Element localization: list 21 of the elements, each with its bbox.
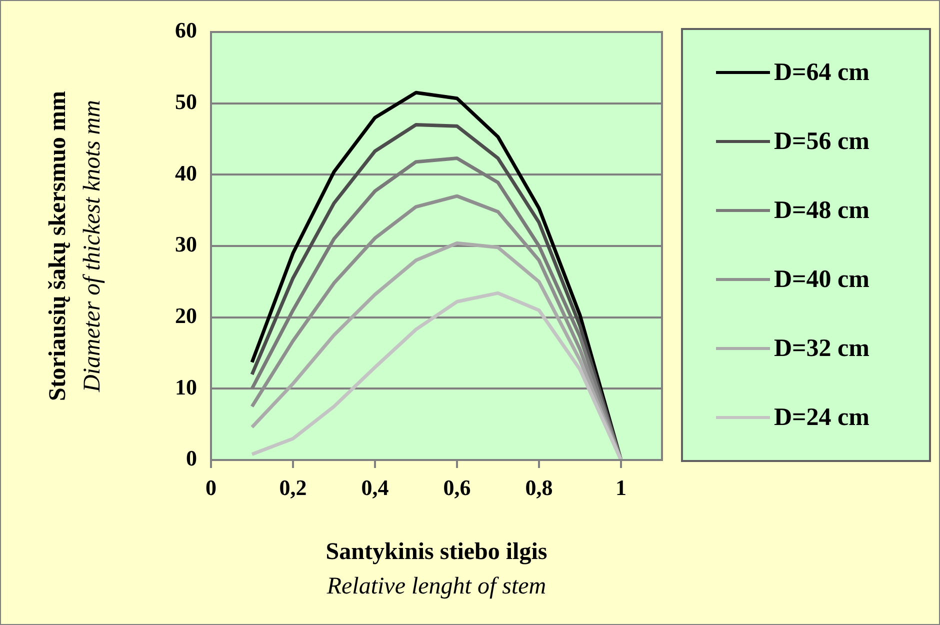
- x-tick-label: 0,8: [525, 474, 553, 500]
- y-tick-label: 40: [175, 160, 197, 186]
- x-tick-label: 0,6: [443, 474, 471, 500]
- y-tick-label: 50: [175, 89, 197, 114]
- legend-label: D=40 cm: [774, 266, 870, 294]
- x-tick-label: 1: [616, 474, 626, 500]
- y-tick-label: 0: [186, 446, 197, 471]
- legend-label: D=48 cm: [774, 196, 870, 224]
- x-tick-label: 0,2: [279, 474, 307, 500]
- legend-label: D=24 cm: [774, 404, 870, 432]
- x-tick-label: 0: [206, 474, 216, 500]
- x-axis-title: Santykinis stiebo ilgis Relative lenght of stem: [326, 539, 548, 600]
- legend-label: D=56 cm: [774, 128, 870, 156]
- y-tick-label: 10: [175, 374, 197, 400]
- y-axis-title: Storiausių šakų skersmuo mm Diameter of thickest knots mm: [45, 90, 106, 402]
- y-tick-label: 20: [175, 303, 197, 328]
- legend-label: D=64 cm: [774, 58, 870, 86]
- y-tick-label: 30: [175, 232, 197, 257]
- x-tick-label: 0,4: [361, 474, 389, 500]
- y-tick-label: 60: [175, 18, 197, 43]
- legend-label: D=32 cm: [774, 334, 870, 362]
